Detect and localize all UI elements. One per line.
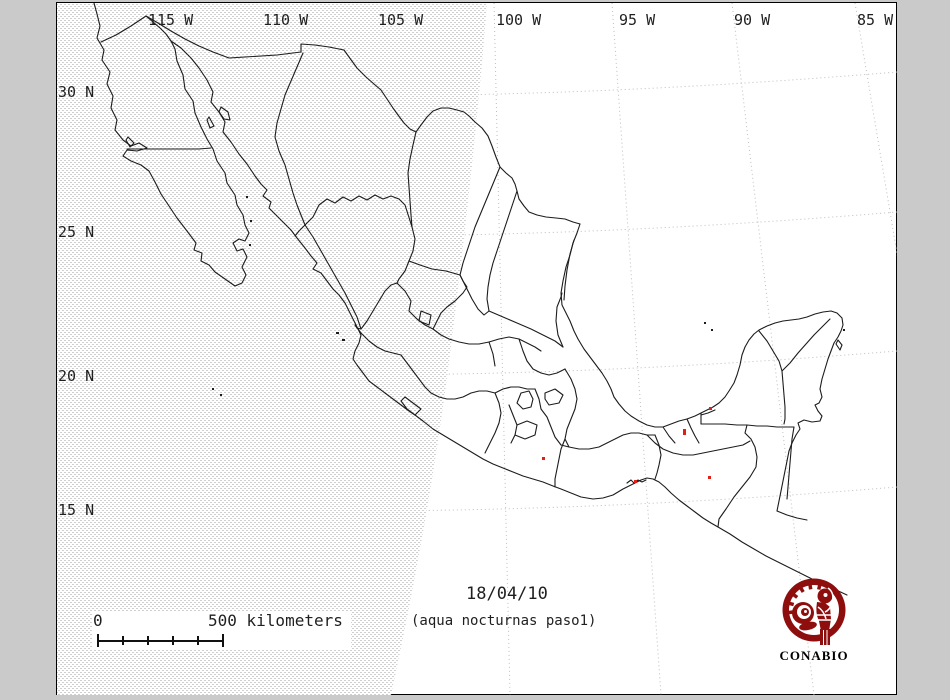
fire-marker xyxy=(708,476,711,479)
logo-rays xyxy=(784,580,821,613)
graticule-label: 20 N xyxy=(58,367,95,385)
conabio-caption: CONABIO xyxy=(779,648,849,663)
scalebar-box xyxy=(92,611,351,650)
date-caption: 18/04/10 xyxy=(466,584,548,604)
graticule-label: 30 N xyxy=(58,83,95,101)
small-islands xyxy=(212,196,845,396)
rio-grande xyxy=(344,50,580,224)
us-border xyxy=(146,16,344,58)
scalebar-tick xyxy=(172,636,174,645)
graticule-label: 85 W xyxy=(857,11,894,29)
mexico-map xyxy=(57,3,897,695)
scalebar-tick xyxy=(222,634,224,647)
scalebar-line xyxy=(98,640,224,642)
logo-parrot xyxy=(816,588,833,645)
fire-marker xyxy=(542,457,545,460)
graticule-label: 15 N xyxy=(58,501,95,519)
gulf-coastline xyxy=(561,224,843,511)
pass-caption: (aqua nocturnas paso1) xyxy=(411,613,597,629)
graticule-label: 115 W xyxy=(148,11,194,29)
scalebar-distance-label: 500 kilometers xyxy=(208,611,343,630)
fire-marker xyxy=(709,407,712,410)
pacific-coastline xyxy=(171,41,847,595)
scalebar-tick xyxy=(147,636,149,645)
scalebar-tick xyxy=(197,636,199,645)
graticule-label: 100 W xyxy=(496,11,542,29)
fire-marker xyxy=(683,432,686,435)
conabio-logo xyxy=(782,578,846,645)
boundaries xyxy=(94,3,847,595)
graticule-label: 105 W xyxy=(378,11,424,29)
fire-marker xyxy=(634,480,637,483)
graticule-label: 90 W xyxy=(734,11,771,29)
satellite-swath-area xyxy=(57,3,487,695)
scalebar-tick xyxy=(122,636,124,645)
graticule-label: 25 N xyxy=(58,223,95,241)
logo-spiral xyxy=(792,602,817,631)
scalebar-tick xyxy=(97,634,99,647)
scalebar-zero-label: 0 xyxy=(93,611,103,630)
fire-marker xyxy=(683,429,686,432)
baja-coastline xyxy=(94,3,249,286)
graticule-label: 110 W xyxy=(263,11,309,29)
graticule-label: 95 W xyxy=(619,11,656,29)
